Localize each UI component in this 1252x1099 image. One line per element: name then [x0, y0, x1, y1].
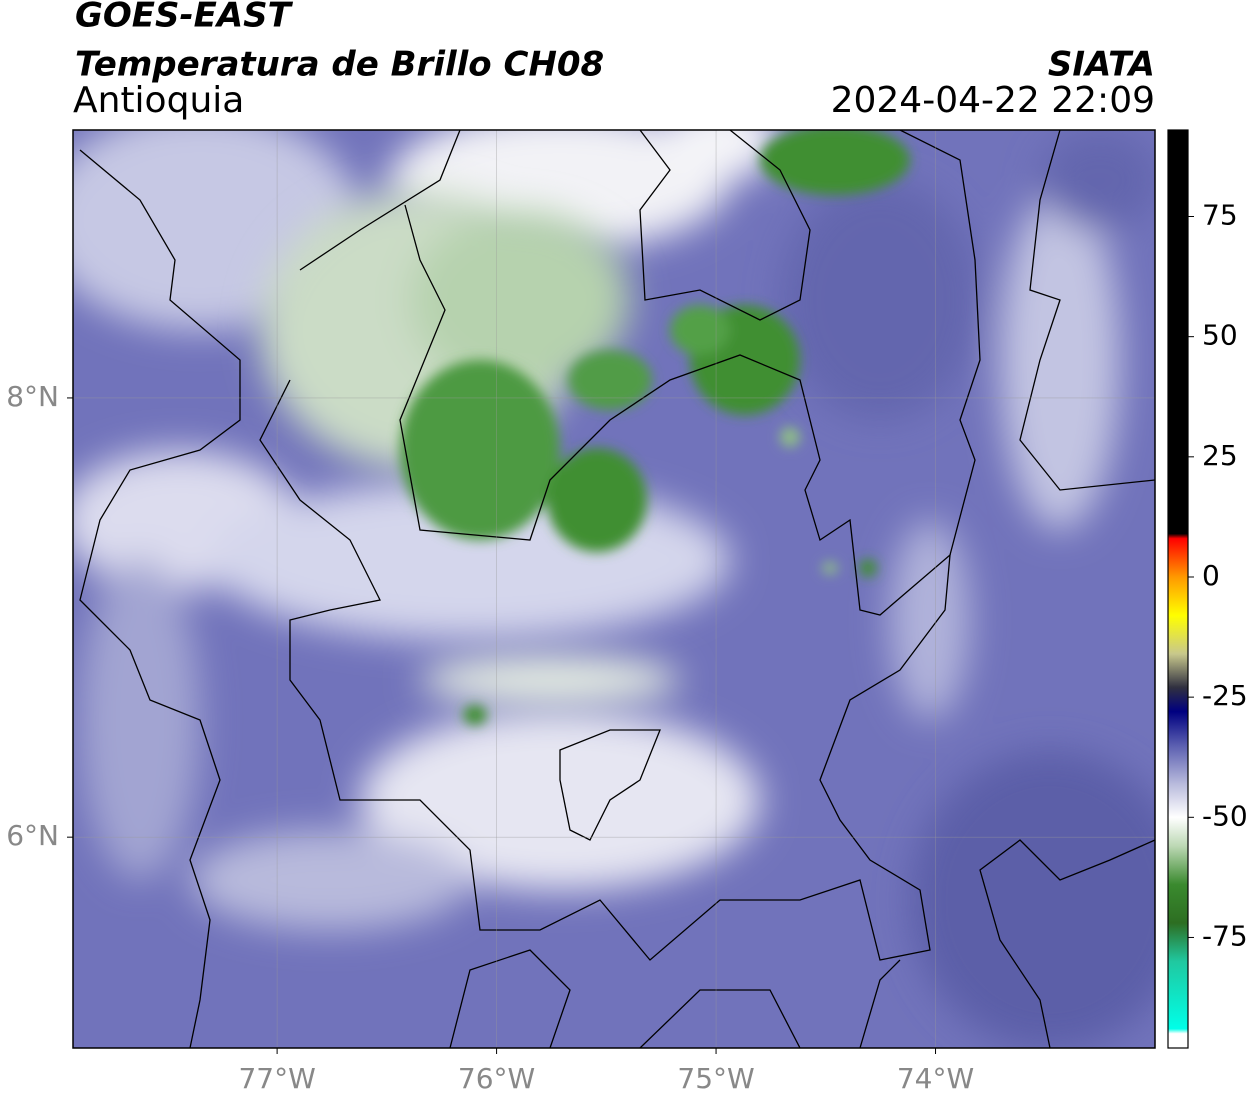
source-title: SIATA [1048, 45, 1155, 85]
colorbar-tick-label: 75 [1202, 199, 1238, 232]
x-tick-label: 74°W [897, 1062, 974, 1095]
x-tick-label: 77°W [238, 1062, 315, 1095]
colorbar [1167, 129, 1189, 1049]
satellite-title: GOES-EAST [75, 0, 294, 36]
y-tick-label: 6°N [6, 819, 59, 852]
region-title: Antioquia [73, 80, 244, 121]
x-tick-label: 76°W [458, 1062, 535, 1095]
satellite-image [73, 130, 1155, 1048]
colorbar-tick-label: 25 [1202, 439, 1238, 472]
colorbar-tick-label: -25 [1202, 679, 1248, 712]
y-tick-label: 8°N [6, 380, 59, 413]
product-title: Temperatura de Brillo CH08 [75, 45, 604, 85]
colorbar-tick-label: -75 [1202, 919, 1248, 952]
colorbar-tick-label: 0 [1202, 559, 1220, 592]
datetime-title: 2024-04-22 22:09 [831, 80, 1155, 121]
graticule [73, 130, 1155, 1048]
x-tick-label: 75°W [677, 1062, 754, 1095]
map-frame [72, 129, 1156, 1049]
colorbar-tick-label: -50 [1202, 799, 1248, 832]
colorbar-tick-label: 50 [1202, 319, 1238, 352]
